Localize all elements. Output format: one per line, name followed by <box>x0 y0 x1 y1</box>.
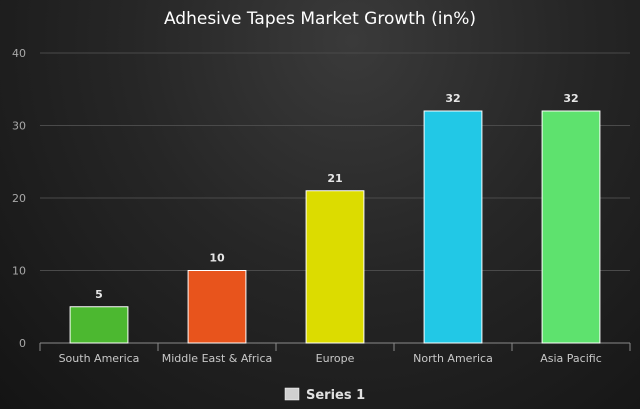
legend-label[interactable]: Series 1 <box>306 388 365 403</box>
data-labels: 5 10 21 32 32 <box>95 92 578 301</box>
x-tick-label: Middle East & Africa <box>162 352 273 365</box>
bar[interactable] <box>187 270 247 344</box>
x-tick-label: Europe <box>316 352 355 365</box>
bar[interactable] <box>69 306 129 344</box>
bar[interactable] <box>305 190 365 344</box>
legend[interactable]: Series 1 <box>284 387 365 403</box>
x-tick-label: Asia Pacific <box>540 352 602 365</box>
y-tick-label: 40 <box>12 47 26 60</box>
y-tick-label: 10 <box>12 265 26 278</box>
bar-value-label: 32 <box>563 92 578 105</box>
bar[interactable] <box>423 110 483 344</box>
chart-title: Adhesive Tapes Market Growth (in%) <box>164 9 476 29</box>
legend-swatch[interactable] <box>284 387 300 401</box>
x-tick-label: North America <box>413 352 493 365</box>
x-tick-label: South America <box>59 352 140 365</box>
y-tick-label: 30 <box>12 120 26 133</box>
bar-value-label: 32 <box>445 92 460 105</box>
y-tick-label: 0 <box>19 337 26 350</box>
bar-value-label: 21 <box>327 172 342 185</box>
bar-value-label: 10 <box>209 252 225 265</box>
bars <box>69 110 601 344</box>
bar[interactable] <box>541 110 601 344</box>
y-tick-label: 20 <box>12 192 26 205</box>
bar-value-label: 5 <box>95 288 103 301</box>
axes: 0 10 20 30 40 South America Middle East & Afri… <box>12 47 631 365</box>
